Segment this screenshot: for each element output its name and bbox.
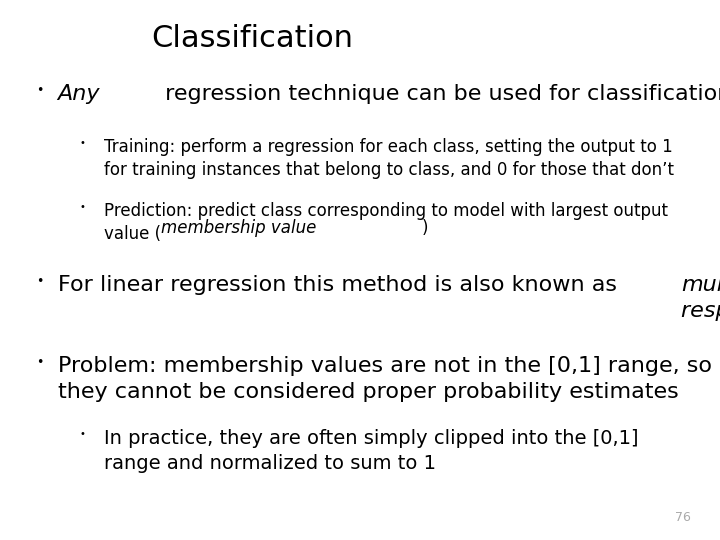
Text: •: • xyxy=(80,202,86,213)
Text: Training: perform a regression for each class, setting the output to 1
for train: Training: perform a regression for each … xyxy=(104,138,675,179)
Text: Prediction: predict class corresponding to model with largest output
value (: Prediction: predict class corresponding … xyxy=(104,202,668,244)
Text: multi-
response linear regression: multi- response linear regression xyxy=(681,275,720,321)
Text: membership value: membership value xyxy=(161,219,317,237)
Text: In practice, they are often simply clipped into the [0,1]
range and normalized t: In practice, they are often simply clipp… xyxy=(104,429,639,472)
Text: •: • xyxy=(80,138,86,148)
Text: •: • xyxy=(36,356,43,369)
Text: regression technique can be used for classification: regression technique can be used for cla… xyxy=(158,84,720,104)
Text: For linear regression this method is also known as: For linear regression this method is als… xyxy=(58,275,624,295)
Text: 76: 76 xyxy=(675,511,691,524)
Text: •: • xyxy=(36,275,43,288)
Text: Classification: Classification xyxy=(151,24,353,53)
Text: Any: Any xyxy=(58,84,100,104)
Text: Problem: membership values are not in the [0,1] range, so
they cannot be conside: Problem: membership values are not in th… xyxy=(58,356,711,402)
Text: •: • xyxy=(80,429,86,440)
Text: •: • xyxy=(36,84,43,97)
Text: ): ) xyxy=(421,219,428,237)
